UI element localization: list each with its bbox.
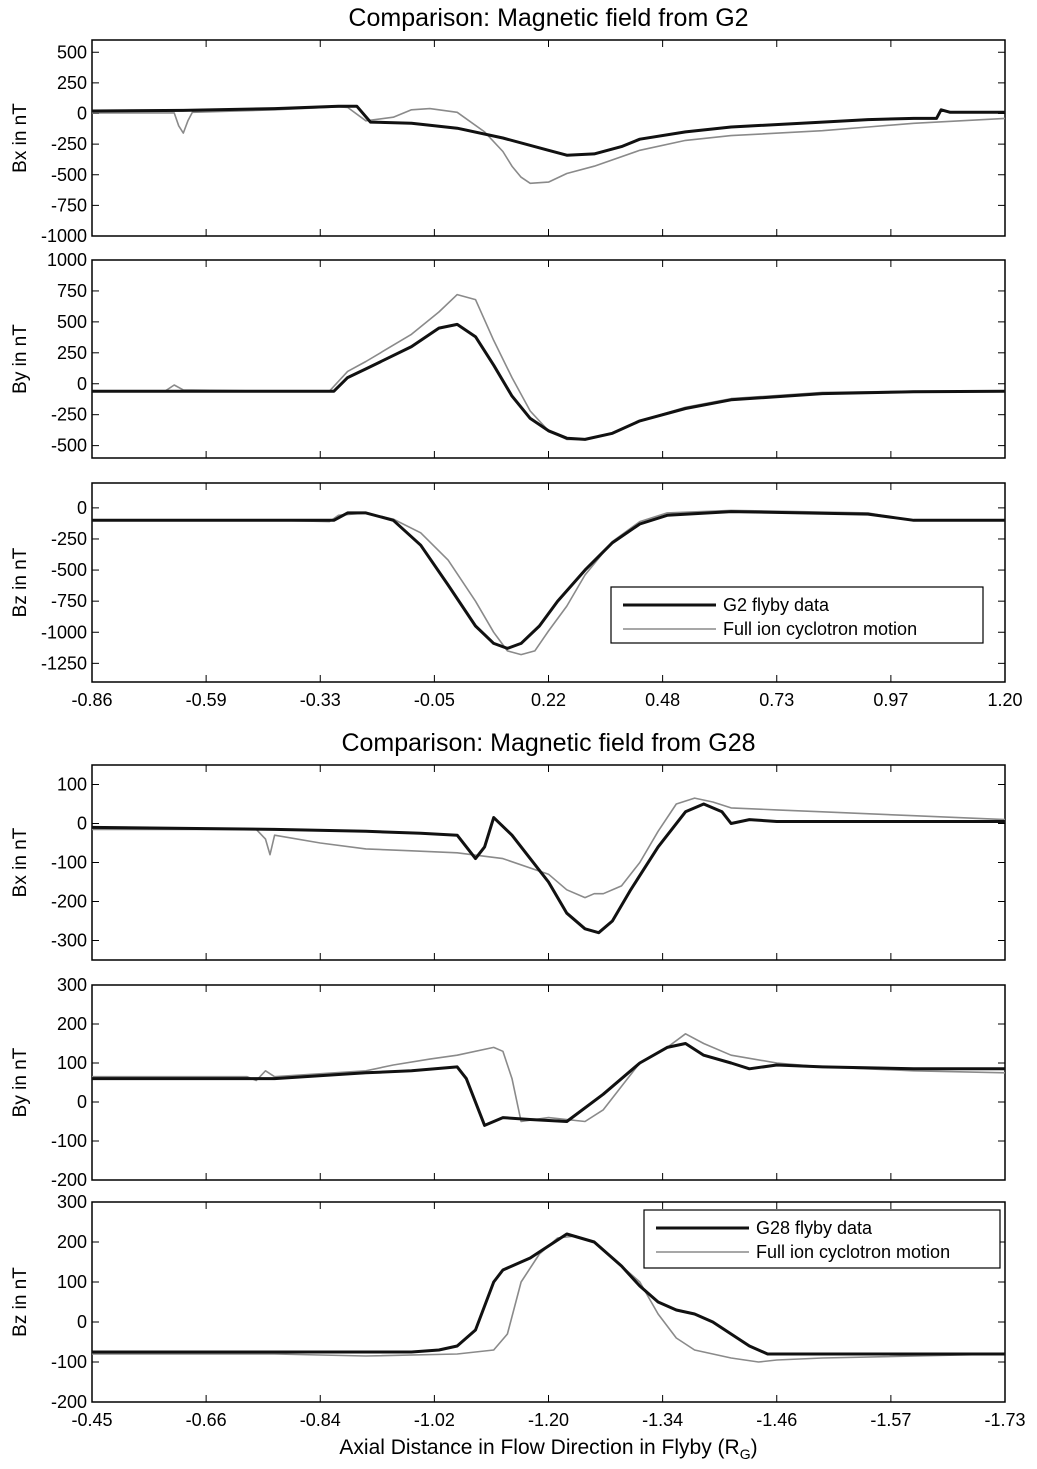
y-tick-label: -500 <box>51 165 87 185</box>
panel-G28-Bz: 300 200 100 0 -100 -200-0.45 -0.66 -0.84 -1.02 -1… <box>10 1192 1026 1430</box>
y-tick-label: -100 <box>51 853 87 873</box>
x-tick-label: -0.33 <box>300 690 341 710</box>
y-tick-label: -200 <box>51 1170 87 1190</box>
y-tick-label: -200 <box>51 1392 87 1412</box>
legend: G28 flyby data Full ion cyclotron motion <box>643 1209 1001 1269</box>
y-tick-label: -750 <box>51 195 87 215</box>
y-tick-label: -750 <box>51 591 87 611</box>
y-tick-label: 250 <box>57 73 87 93</box>
y-tick-label: 300 <box>57 975 87 995</box>
y-axis-label: By in nT <box>10 1047 31 1117</box>
x-axis-label-subscript: G <box>739 1446 751 1463</box>
y-tick-label: 0 <box>77 814 87 834</box>
y-tick-label: 0 <box>77 374 87 394</box>
legend-label: G28 flyby data <box>756 1218 873 1238</box>
plot-frame <box>91 259 1006 459</box>
y-axis-label: Bz in nT <box>10 547 31 617</box>
panel-G2-By: 1000 750 500 250 0 -250 -500 By in nT <box>10 250 1006 459</box>
chart-title-g28: Comparison: Magnetic field from G28 <box>341 729 756 757</box>
y-tick-label: -1000 <box>41 226 87 246</box>
y-tick-label: 500 <box>57 312 87 332</box>
y-axis-label: By in nT <box>10 324 31 394</box>
legend-box <box>610 586 984 644</box>
y-tick-label: -200 <box>51 892 87 912</box>
legend: G2 flyby data Full ion cyclotron motion <box>610 586 984 644</box>
y-axis-label: Bz in nT <box>10 1267 31 1337</box>
y-tick-label: -1250 <box>41 653 87 673</box>
panel-G2-Bz: 0 -250 -500 -750 -1000 -1250 -0.86 -0.59 -0.33 -0… <box>10 482 1023 710</box>
plot-frame <box>91 764 1006 961</box>
x-tick-label: -0.59 <box>186 690 227 710</box>
x-axis-label-main: Axial Distance in Flow Direction in Flyb… <box>339 1436 740 1459</box>
y-tick-label: 1000 <box>47 250 87 270</box>
x-tick-label: -1.02 <box>414 1410 455 1430</box>
x-tick-label: 0.97 <box>873 690 908 710</box>
panel-G28-Bx: 100 0 -100 -200 -300 Bx in nT <box>10 764 1006 961</box>
panel-G2-Bx: 500 250 0 -250 -500 -750 -1000 Bx in nT <box>10 39 1006 246</box>
y-tick-label: -250 <box>51 529 87 549</box>
legend-label: Full ion cyclotron motion <box>756 1242 950 1262</box>
x-tick-label: 0.48 <box>645 690 680 710</box>
x-axis-label: Axial Distance in Flow Direction in Flyb… <box>92 1436 1005 1462</box>
x-tick-label: 1.20 <box>987 690 1022 710</box>
series-line-flyby <box>91 104 1005 157</box>
y-tick-label: 300 <box>57 1192 87 1212</box>
y-tick-label: 0 <box>77 104 87 124</box>
x-tick-label: -0.84 <box>300 1410 341 1430</box>
y-tick-label: -1000 <box>41 622 87 642</box>
series-line-model <box>92 797 1006 899</box>
y-tick-label: -500 <box>51 560 87 580</box>
y-axis-label: Bx in nT <box>10 103 31 173</box>
x-tick-label: -1.57 <box>870 1410 911 1430</box>
series-line-model <box>92 106 1006 185</box>
x-tick-label: -0.45 <box>71 1410 112 1430</box>
legend-label: G2 flyby data <box>723 595 830 615</box>
y-tick-label: -300 <box>51 931 87 951</box>
x-tick-label: -1.46 <box>756 1410 797 1430</box>
x-tick-label: -0.86 <box>71 690 112 710</box>
series-line-flyby <box>92 1232 1005 1356</box>
x-tick-label: -1.34 <box>642 1410 683 1430</box>
y-tick-label: 200 <box>57 1014 87 1034</box>
y-tick-label: 500 <box>57 42 87 62</box>
y-axis-label: Bx in nT <box>10 827 31 897</box>
x-tick-label: -0.66 <box>186 1410 227 1430</box>
y-tick-label: 0 <box>77 1312 87 1332</box>
x-tick-label: 0.22 <box>531 690 566 710</box>
chart-title-g2: Comparison: Magnetic field from G2 <box>348 4 749 32</box>
y-tick-label: 100 <box>57 1272 87 1292</box>
series-line-flyby <box>92 510 1005 650</box>
y-tick-label: 200 <box>57 1232 87 1252</box>
y-tick-label: 100 <box>57 1053 87 1073</box>
y-tick-label: 0 <box>77 498 87 518</box>
series-line-flyby <box>92 322 1006 441</box>
x-tick-label: 0.73 <box>759 690 794 710</box>
x-tick-label: -1.73 <box>984 1410 1025 1430</box>
y-tick-label: 100 <box>57 775 87 795</box>
series-line-model <box>92 293 1005 441</box>
plot-frame <box>91 984 1006 1181</box>
y-tick-label: -100 <box>51 1352 87 1372</box>
x-axis-label-close: ) <box>750 1436 758 1459</box>
y-tick-label: -250 <box>51 134 87 154</box>
x-tick-label: -0.05 <box>414 690 455 710</box>
y-tick-label: -100 <box>51 1131 87 1151</box>
panel-G28-By: 300 200 100 0 -100 -200 By in nT <box>10 975 1006 1190</box>
plot-frame <box>91 39 1006 237</box>
legend-box <box>643 1209 1001 1269</box>
x-tick-label: -1.20 <box>528 1410 569 1430</box>
y-tick-label: -250 <box>51 405 87 425</box>
y-tick-label: 750 <box>57 281 87 301</box>
legend-label: Full ion cyclotron motion <box>723 619 917 639</box>
y-tick-label: -500 <box>51 436 87 456</box>
series-line-flyby <box>92 1042 1005 1127</box>
y-tick-label: 250 <box>57 343 87 363</box>
y-tick-label: 0 <box>77 1092 87 1112</box>
series-line-flyby <box>91 802 1005 935</box>
